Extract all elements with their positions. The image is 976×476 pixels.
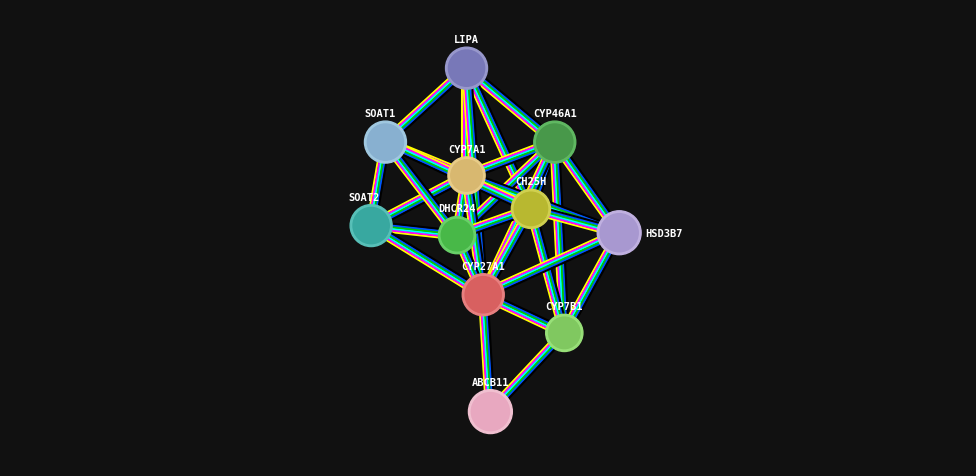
Circle shape: [364, 122, 406, 164]
Circle shape: [448, 158, 485, 195]
Circle shape: [607, 221, 631, 246]
Circle shape: [468, 390, 512, 434]
Circle shape: [447, 226, 468, 246]
Text: CYP46A1: CYP46A1: [533, 109, 577, 119]
Circle shape: [438, 217, 475, 254]
Circle shape: [546, 315, 583, 352]
Circle shape: [359, 214, 383, 238]
Text: ABCB11: ABCB11: [471, 377, 509, 387]
Text: SOAT1: SOAT1: [364, 109, 395, 119]
Circle shape: [537, 125, 573, 161]
Circle shape: [466, 277, 502, 313]
Text: CYP27A1: CYP27A1: [462, 261, 506, 271]
Circle shape: [471, 393, 509, 431]
Text: HSD3B7: HSD3B7: [645, 228, 683, 238]
Circle shape: [534, 122, 576, 164]
Circle shape: [457, 166, 476, 186]
Circle shape: [520, 198, 542, 220]
Circle shape: [478, 399, 503, 424]
Circle shape: [549, 317, 580, 349]
Circle shape: [451, 160, 482, 192]
Circle shape: [600, 214, 638, 252]
Circle shape: [514, 193, 548, 226]
Circle shape: [471, 283, 495, 307]
Text: CH25H: CH25H: [515, 177, 547, 187]
Circle shape: [374, 131, 397, 155]
Circle shape: [446, 48, 488, 90]
Circle shape: [554, 323, 575, 343]
Circle shape: [455, 57, 478, 81]
Text: CYP7B1: CYP7B1: [546, 301, 583, 311]
Circle shape: [353, 208, 389, 244]
Circle shape: [367, 125, 403, 161]
Text: CYP7A1: CYP7A1: [448, 144, 485, 154]
Circle shape: [463, 274, 505, 316]
Text: LIPA: LIPA: [454, 35, 479, 45]
Text: SOAT2: SOAT2: [348, 192, 380, 202]
Circle shape: [597, 211, 641, 255]
Circle shape: [350, 205, 392, 247]
Circle shape: [441, 220, 472, 251]
Text: DHCR24: DHCR24: [438, 204, 475, 214]
Circle shape: [543, 131, 566, 155]
Circle shape: [448, 51, 485, 87]
Circle shape: [511, 190, 550, 229]
